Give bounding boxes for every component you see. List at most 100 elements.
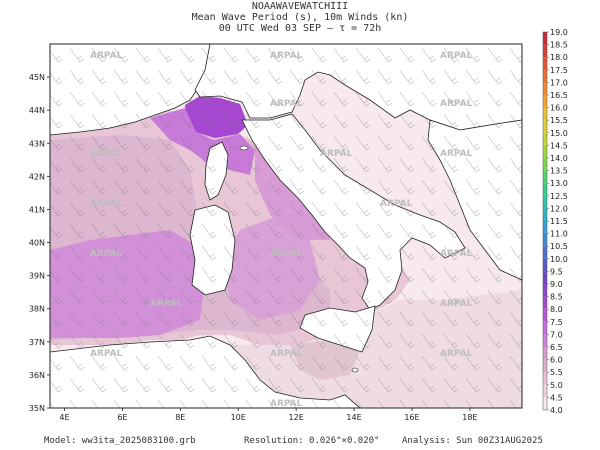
- watermark: ARPAL: [440, 99, 473, 109]
- colorbar-label: 11.5: [550, 217, 568, 226]
- watermark: ARPAL: [440, 51, 473, 61]
- lat-tick-label: 39N: [29, 272, 45, 281]
- lat-tick-label: 36N: [29, 371, 45, 380]
- lat-tick-label: 42N: [29, 172, 45, 181]
- colorbar-segment: [543, 183, 547, 196]
- lon-tick-label: 10E: [231, 413, 246, 422]
- lon-tick-label: 12E: [289, 413, 304, 422]
- colorbar-label: 6.5: [550, 343, 563, 352]
- colorbar-label: 15.0: [550, 129, 568, 138]
- colorbar-segment: [543, 347, 547, 360]
- colorbar-segment: [543, 321, 547, 335]
- footer-resolution: Resolution: 0.026°×0.020°: [244, 436, 380, 446]
- lon-tick-label: 16E: [404, 413, 419, 422]
- colorbar-label: 19.0: [550, 28, 568, 37]
- watermark: ARPAL: [90, 349, 123, 359]
- colorbar-segment: [543, 120, 547, 133]
- colorbar-segment: [543, 158, 547, 171]
- colorbar-segment: [543, 271, 547, 284]
- watermark: ARPAL: [380, 199, 413, 209]
- watermark: ARPAL: [440, 349, 473, 359]
- colorbar-segment: [543, 284, 547, 297]
- colorbar-label: 9.5: [550, 267, 563, 276]
- watermark: ARPAL: [440, 299, 473, 309]
- lon-tick-label: 14E: [346, 413, 361, 422]
- colorbar-label: 15.5: [550, 116, 568, 125]
- lon-tick-label: 18E: [462, 413, 477, 422]
- colorbar-label: 13.0: [550, 179, 568, 188]
- watermark: ARPAL: [90, 51, 123, 61]
- colorbar-label: 7.5: [550, 318, 563, 327]
- colorbar-label: 14.0: [550, 154, 568, 163]
- lat-tick-label: 38N: [29, 305, 45, 314]
- colorbar-segment: [543, 334, 547, 347]
- colorbar-segment: [543, 359, 547, 373]
- colorbar-segment: [543, 132, 547, 146]
- colorbar-segment: [543, 258, 547, 272]
- lon-tick-label: 6E: [117, 413, 127, 422]
- lat-tick-label: 41N: [29, 205, 45, 214]
- map-frame: [49, 43, 523, 409]
- watermark: ARPAL: [320, 149, 353, 159]
- watermark: ARPAL: [270, 99, 303, 109]
- colorbar-segment: [543, 246, 547, 259]
- colorbar-segment: [543, 95, 547, 108]
- lat-tick-label: 45N: [29, 73, 45, 82]
- colorbar-label: 8.0: [550, 305, 563, 314]
- watermark: ARPAL: [440, 249, 473, 259]
- colorbar-label: 11.0: [550, 230, 568, 239]
- colorbar-label: 13.5: [550, 167, 568, 176]
- colorbar-label: 12.5: [550, 192, 568, 201]
- colorbar-label: 12.0: [550, 204, 568, 213]
- watermark: ARPAL: [90, 149, 123, 159]
- watermark: ARPAL: [90, 249, 123, 259]
- watermarks: ARPAL ARPAL ARPAL ARPAL ARPAL ARPAL ARPA…: [90, 51, 473, 409]
- colorbar-label: 16.5: [550, 91, 568, 100]
- watermark: ARPAL: [90, 199, 123, 209]
- watermark: ARPAL: [270, 349, 303, 359]
- footer-model: Model: ww3ita_2025083100.grb: [44, 436, 196, 446]
- colorbar-segment: [543, 309, 547, 322]
- colorbar-segment: [543, 69, 547, 83]
- colorbar-segment: [543, 208, 547, 221]
- watermark: ARPAL: [270, 249, 303, 259]
- colorbar-label: 4.5: [550, 393, 563, 402]
- watermark: ARPAL: [270, 51, 303, 61]
- colorbar-segment: [543, 57, 547, 70]
- colorbar-segment: [543, 107, 547, 121]
- colorbar-label: 10.5: [550, 242, 568, 251]
- colorbar-segment: [543, 44, 547, 58]
- map-subtitle: Mean Wave Period (s), 10m Winds (kn): [191, 12, 409, 23]
- footer-analysis: Analysis: Sun 00Z31AUG2025: [402, 436, 543, 446]
- colorbar-segment: [543, 384, 547, 398]
- longitude-axis: 4E 6E 8E 10E 12E 14E 16E 18E: [59, 408, 477, 422]
- wind-barbs-overlay: [50, 44, 522, 408]
- colorbar-label: 18.0: [550, 53, 568, 62]
- lat-tick-label: 44N: [29, 106, 45, 115]
- lat-tick-label: 35N: [29, 404, 45, 413]
- watermark: ARPAL: [270, 399, 303, 409]
- colorbar-segment: [543, 233, 547, 247]
- colorbar-label: 16.0: [550, 104, 568, 113]
- watermark: ARPAL: [440, 149, 473, 159]
- lat-tick-label: 40N: [29, 239, 45, 248]
- colorbar-label: 17.5: [550, 66, 568, 75]
- colorbar-label: 7.0: [550, 330, 563, 339]
- colorbar-segment: [543, 296, 547, 310]
- colorbar-label: 8.5: [550, 293, 563, 302]
- map-title: NOAAWAVEWATCHIII: [251, 1, 349, 12]
- colorbar-label: 9.0: [550, 280, 563, 289]
- colorbar-segment: [543, 145, 547, 158]
- colorbar-segment: [543, 221, 547, 234]
- colorbar-label: 5.5: [550, 368, 563, 377]
- watermark: ARPAL: [150, 299, 183, 309]
- map-time-line: 00 UTC Wed 03 SEP – τ = 72h: [218, 23, 382, 34]
- colorbar-segment: [543, 32, 547, 45]
- colorbar-segment: [543, 372, 547, 385]
- colorbar-label: 6.0: [550, 356, 563, 365]
- colorbar-label: 18.5: [550, 41, 568, 50]
- colorbar-segment: [543, 82, 547, 95]
- colorbar-segment: [543, 170, 547, 184]
- lon-tick-label: 8E: [175, 413, 185, 422]
- colorbar-label: 14.5: [550, 141, 568, 150]
